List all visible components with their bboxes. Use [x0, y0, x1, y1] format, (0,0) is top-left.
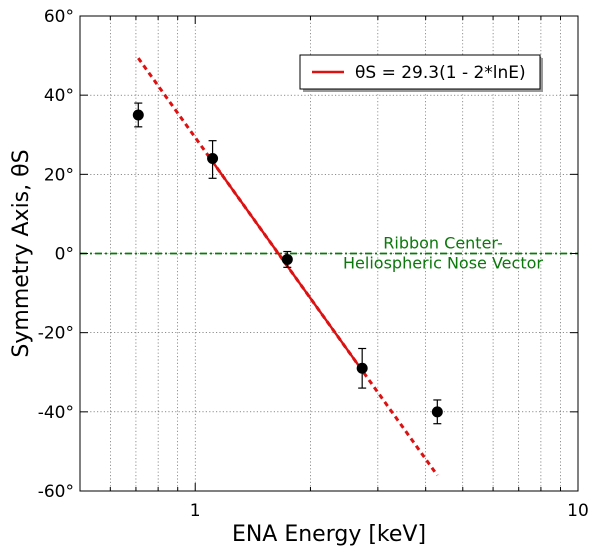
axis-ticks [79, 15, 579, 492]
x-tick-label: 10 [567, 501, 589, 521]
y-tick-label: 60° [44, 7, 74, 27]
data-point [431, 406, 443, 418]
tick-labels: 1 10 60° 40° 20° 0° -20° -40° -60° [38, 7, 589, 521]
x-axis-label: ENA Energy [keV] [232, 522, 426, 547]
y-tick-label: 20° [44, 165, 74, 185]
data-point [281, 253, 293, 265]
legend-entry-fit: θS = 29.3(1 - 2*lnE) [355, 63, 526, 83]
grid-lines [80, 16, 578, 491]
legend: θS = 29.3(1 - 2*lnE) [299, 54, 543, 92]
data-point [132, 109, 144, 121]
y-axis-label: Symmetry Axis, θS [9, 149, 34, 357]
y-tick-label: -40° [38, 403, 74, 423]
data-point [356, 362, 368, 374]
data-points [132, 102, 443, 425]
x-tick-label: 1 [190, 501, 201, 521]
reference-line-label-2: Heliospheric Nose Vector [343, 254, 543, 273]
y-tick-label: -20° [38, 324, 74, 344]
reference-line-label-1: Ribbon Center- [383, 234, 503, 253]
y-tick-label: 40° [44, 86, 74, 106]
y-tick-label: -60° [38, 482, 74, 502]
data-point [207, 153, 219, 164]
y-tick-label: 0° [55, 245, 74, 265]
